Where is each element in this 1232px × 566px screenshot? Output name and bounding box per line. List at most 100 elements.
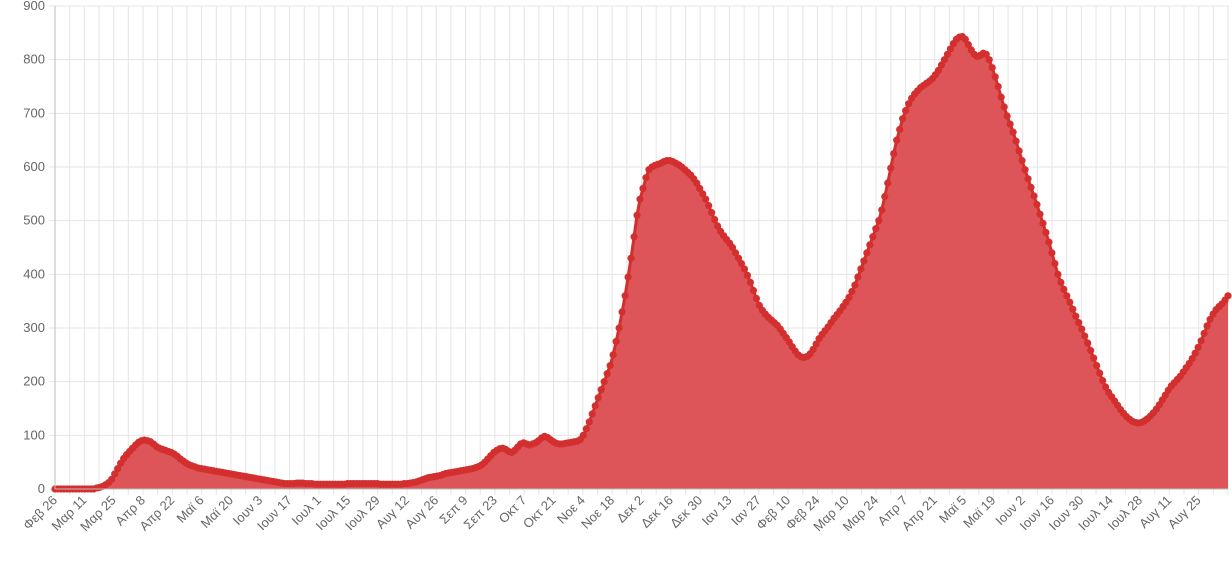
- data-point[interactable]: [1066, 298, 1074, 306]
- data-point[interactable]: [1012, 137, 1020, 145]
- data-point[interactable]: [603, 370, 611, 378]
- data-point[interactable]: [582, 425, 590, 433]
- data-point[interactable]: [1054, 270, 1062, 278]
- data-point[interactable]: [1006, 120, 1014, 128]
- data-point[interactable]: [872, 225, 880, 233]
- data-point[interactable]: [600, 378, 608, 386]
- data-point[interactable]: [1000, 103, 1008, 111]
- data-point[interactable]: [851, 281, 859, 289]
- data-point[interactable]: [997, 93, 1005, 101]
- data-point[interactable]: [636, 195, 644, 203]
- data-point[interactable]: [1015, 147, 1023, 155]
- data-point[interactable]: [875, 217, 883, 225]
- data-point[interactable]: [1036, 210, 1044, 218]
- data-point[interactable]: [1063, 292, 1071, 300]
- data-point[interactable]: [1203, 322, 1211, 330]
- data-point[interactable]: [943, 50, 952, 58]
- data-point[interactable]: [1188, 354, 1196, 363]
- data-point[interactable]: [705, 202, 713, 210]
- data-point[interactable]: [708, 209, 716, 217]
- data-point[interactable]: [1075, 319, 1083, 327]
- data-point[interactable]: [991, 73, 999, 81]
- data-point[interactable]: [743, 271, 752, 280]
- data-point[interactable]: [1048, 249, 1056, 257]
- data-point[interactable]: [937, 61, 946, 69]
- data-point[interactable]: [630, 233, 638, 241]
- data-point[interactable]: [693, 179, 701, 187]
- data-point[interactable]: [696, 184, 704, 193]
- data-point[interactable]: [1206, 315, 1214, 324]
- data-point[interactable]: [1051, 260, 1059, 268]
- data-point[interactable]: [585, 418, 593, 426]
- data-point[interactable]: [1078, 325, 1086, 333]
- data-point[interactable]: [1060, 285, 1068, 293]
- data-point[interactable]: [734, 254, 743, 262]
- data-point[interactable]: [1009, 128, 1017, 136]
- data-point[interactable]: [594, 394, 602, 402]
- data-point[interactable]: [854, 273, 862, 281]
- data-point[interactable]: [896, 125, 904, 134]
- data-point[interactable]: [1081, 332, 1089, 340]
- data-point[interactable]: [108, 475, 116, 483]
- data-point[interactable]: [1090, 354, 1098, 362]
- data-point[interactable]: [1224, 292, 1232, 300]
- data-point[interactable]: [961, 35, 969, 43]
- data-point[interactable]: [1102, 383, 1110, 391]
- data-point[interactable]: [881, 192, 889, 201]
- data-point[interactable]: [702, 195, 710, 203]
- data-point[interactable]: [740, 265, 749, 273]
- data-point[interactable]: [627, 254, 635, 262]
- data-point[interactable]: [1191, 349, 1199, 357]
- data-point[interactable]: [731, 249, 740, 257]
- data-point[interactable]: [985, 56, 993, 64]
- data-point[interactable]: [1003, 112, 1011, 120]
- data-point[interactable]: [893, 136, 901, 144]
- data-point[interactable]: [1072, 312, 1080, 320]
- data-point[interactable]: [1197, 337, 1205, 345]
- data-point[interactable]: [1057, 278, 1065, 286]
- data-point[interactable]: [890, 149, 898, 158]
- data-point[interactable]: [982, 50, 990, 58]
- data-point[interactable]: [588, 410, 596, 418]
- data-point[interactable]: [899, 115, 907, 123]
- data-point[interactable]: [642, 174, 650, 182]
- data-point[interactable]: [812, 340, 820, 348]
- data-point[interactable]: [1024, 175, 1032, 183]
- data-point[interactable]: [866, 241, 874, 249]
- data-point[interactable]: [639, 184, 647, 193]
- data-point[interactable]: [1194, 343, 1202, 351]
- data-point[interactable]: [1045, 238, 1053, 246]
- data-point[interactable]: [857, 265, 865, 273]
- data-point[interactable]: [860, 257, 868, 265]
- data-point[interactable]: [1033, 200, 1041, 209]
- data-point[interactable]: [624, 273, 632, 281]
- data-point[interactable]: [114, 465, 122, 473]
- data-point[interactable]: [845, 293, 853, 302]
- data-point[interactable]: [711, 215, 719, 224]
- data-point[interactable]: [887, 164, 895, 172]
- data-point[interactable]: [111, 470, 119, 478]
- data-point[interactable]: [752, 294, 761, 303]
- data-point[interactable]: [618, 308, 626, 316]
- data-point[interactable]: [579, 431, 587, 439]
- data-point[interactable]: [1021, 166, 1029, 174]
- data-point[interactable]: [1200, 329, 1208, 337]
- data-point[interactable]: [714, 222, 722, 230]
- data-point[interactable]: [988, 64, 996, 72]
- data-point[interactable]: [869, 233, 877, 241]
- data-point[interactable]: [591, 402, 599, 410]
- data-point[interactable]: [1018, 156, 1026, 165]
- data-point[interactable]: [633, 211, 641, 219]
- data-point[interactable]: [1093, 361, 1101, 370]
- data-point[interactable]: [946, 45, 955, 53]
- data-point[interactable]: [1030, 192, 1038, 200]
- data-point[interactable]: [597, 386, 605, 394]
- data-point[interactable]: [1027, 183, 1035, 191]
- data-point[interactable]: [1039, 219, 1047, 227]
- data-point[interactable]: [884, 179, 892, 187]
- data-point[interactable]: [1096, 369, 1104, 377]
- data-point[interactable]: [902, 107, 910, 115]
- data-point[interactable]: [848, 287, 856, 296]
- data-point[interactable]: [1084, 339, 1092, 347]
- data-point[interactable]: [609, 351, 617, 359]
